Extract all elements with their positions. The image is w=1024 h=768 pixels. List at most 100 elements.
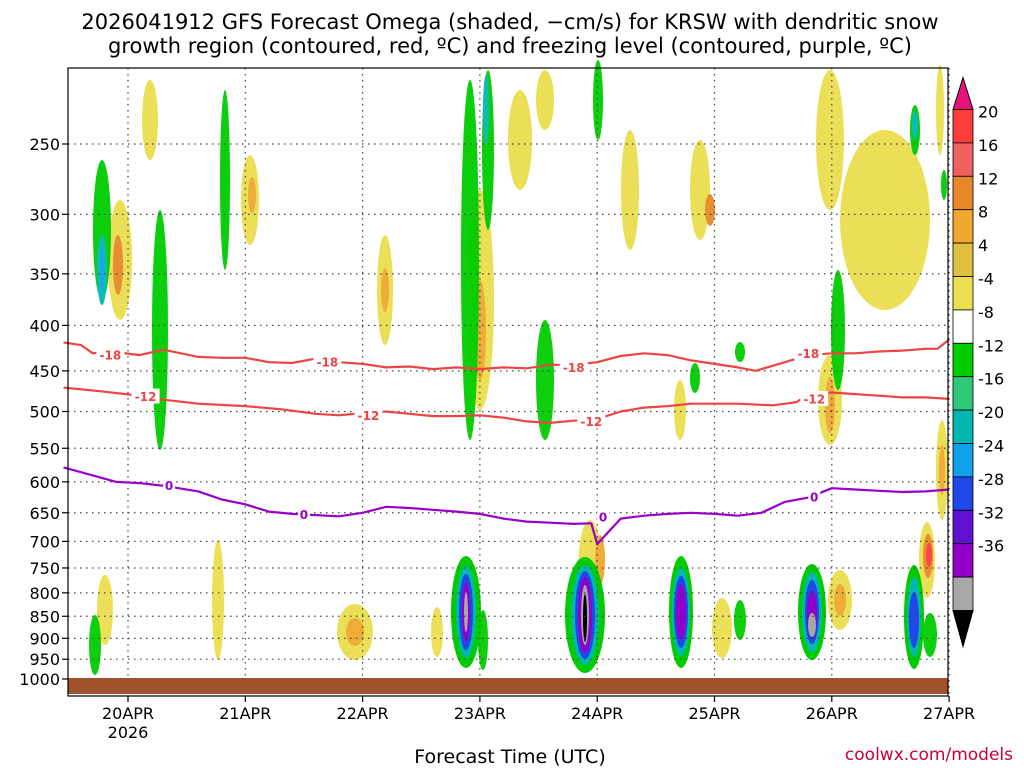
y-tick-label: 500 [29,403,60,422]
y-axis-pressure-levels: 250 300 350 400 450 500 550 600 650 700 750 800 850 9… [19,135,68,689]
grid-lines [68,68,950,696]
core-24apr [565,557,605,673]
contour-label-bg [800,390,829,406]
contour-label-dgz_minus18: -18 [797,347,819,361]
y-tick-label: 950 [29,650,60,669]
contour-label-freezing_level_0: 0 [810,490,818,504]
colorbar-tick-label: -20 [978,403,1004,422]
credit-link[interactable]: coolwx.com/models [845,745,1013,765]
x-tick-label: 22APR [337,704,389,723]
upward-motion-shading [97,65,948,660]
colorbar-tick-label: -4 [978,270,994,289]
contour-label-bg [354,407,383,423]
y-tick-label: 700 [29,532,60,551]
colorbar-tick-label: 20 [978,103,998,122]
contour-label-bg [808,488,821,504]
contour-line-freezing_level_0 [63,466,950,546]
y-tick-label: 900 [29,629,60,648]
chart-title-line1: 2026041912 GFS Forecast Omega (shaded, −… [81,10,938,34]
colorbar-segment [952,543,974,578]
x-tick-label: 24APR [571,704,623,723]
contour-label-dgz_minus12: -12 [803,392,825,406]
colorbar-tick-label: -36 [978,537,1004,556]
y-tick-label: 600 [29,473,60,492]
core-26apr [798,564,826,660]
x-axis-title: Forecast Time (UTC) [414,746,605,768]
downward-motion-shading [89,60,947,675]
colorbar-segment [952,376,974,411]
colorbar-segment [952,242,974,277]
core-25apr [669,556,693,668]
colorbar-tick-label: -16 [978,370,1004,389]
chart-title-line2: growth region (contoured, red, ºC) and f… [108,34,912,58]
y-tick-label: 550 [29,439,60,458]
colorbar-segment [952,509,974,545]
contour-label-bg [131,388,160,404]
contour-label-dgz_minus12: -12 [135,390,157,404]
y-tick-label: 650 [29,504,60,523]
contour-label-dgz_minus18: -18 [563,361,585,375]
core-23apr [451,556,481,668]
contour-label-dgz_minus18: -18 [317,356,339,370]
omega-shading [89,60,948,675]
colorbar-segment [952,209,974,244]
colorbar-segment [952,109,974,144]
colorbar-tick-label: -8 [978,303,994,322]
colorbar-segment [952,142,974,177]
y-tick-label: 850 [29,607,60,626]
contour-label-dgz_minus12: -12 [580,415,602,429]
y-tick-label: 400 [29,316,60,335]
x-tick-label: 21APR [219,704,271,723]
colorbar-tick-label: -24 [978,437,1004,456]
colorbar-tick-label: 16 [978,136,998,155]
colorbar-segment [952,309,974,344]
colorbar-segment [952,476,974,511]
colorbar-segment [952,576,974,611]
colorbar: 20 16 12 8 4 -4 -8 -12 -16 -20 -24 -28 -32 -36 [952,75,1004,649]
contour-label-bg [577,413,606,429]
plot-frame [67,67,949,697]
contour-label-freezing_level_0: 0 [300,508,308,522]
x-tick-label: 20APR [102,704,154,723]
x-tick-label: 27APR [923,704,975,723]
contour-label-dgz_minus12: -12 [358,409,380,423]
plot-area: -18 -18 -18 -18 -12 -12 -12 -12 0 0 0 0 [63,60,950,696]
y-tick-label: 300 [29,205,60,224]
y-tick-label: 800 [29,584,60,603]
colorbar-tick-label: 12 [978,169,998,188]
colorbar-tick-label: -12 [978,336,1004,355]
colorbar-segment [952,409,974,444]
colorbar-bottom-arrow [952,610,974,649]
contour-label-bg [559,359,588,375]
contour-label-freezing_level_0: 0 [599,510,607,524]
colorbar-segment [952,276,974,311]
contour-label-freezing_level_0: 0 [165,479,173,493]
contour-label-bg [597,508,610,524]
strong-downward-cores [451,556,924,673]
y-tick-label: 1000 [19,670,60,689]
y-tick-label: 250 [29,135,60,154]
x-tick-label: 25APR [688,704,740,723]
contour-label-bg [794,345,823,361]
x-tick-sublabel: 2026 [108,723,149,742]
contour-label-bg [313,354,342,370]
colorbar-tick-label: -28 [978,470,1004,489]
x-tick-label: 26APR [806,704,858,723]
contour-label-dgz_minus18: -18 [100,349,122,363]
colorbar-segment [952,443,974,478]
x-tick-label: 23APR [454,704,506,723]
colorbar-segment [952,342,974,378]
y-tick-label: 350 [29,265,60,284]
temperature-contours: -18 -18 -18 -18 -12 -12 -12 -12 0 0 0 0 [63,338,950,546]
y-tick-label: 750 [29,559,60,578]
colorbar-segment [952,175,974,211]
contour-label-bg [96,347,125,363]
contour-label-bg [163,477,176,493]
colorbar-tick-label: 4 [978,236,988,255]
colorbar-tick-label: 8 [978,203,988,222]
colorbar-tick-label: -32 [978,503,1004,522]
y-tick-label: 450 [29,362,60,381]
ground-surface [68,678,948,694]
